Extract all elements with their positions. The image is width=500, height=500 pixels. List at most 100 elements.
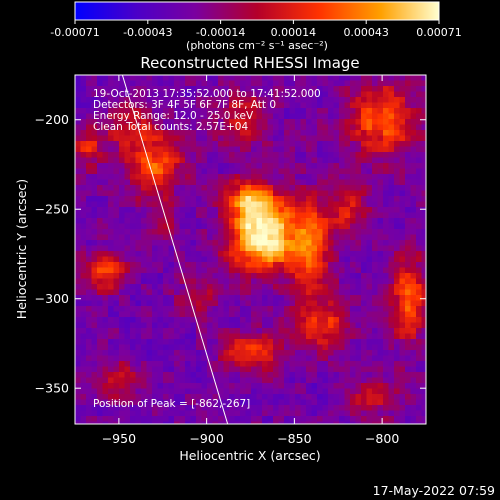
heatmap-cell: [80, 168, 87, 175]
heatmap-cell: [339, 86, 345, 92]
heatmap-cell: [333, 344, 340, 351]
heatmap-cell: [366, 234, 373, 241]
heatmap-cell: [278, 399, 285, 406]
heatmap-cell: [130, 152, 136, 158]
heatmap-cell: [223, 91, 230, 98]
heatmap-cell: [317, 405, 323, 411]
heatmap-cell: [355, 256, 362, 263]
heatmap-cell: [102, 113, 109, 120]
heatmap-cell: [311, 174, 318, 180]
heatmap-cell: [350, 80, 356, 87]
heatmap-cell: [124, 339, 131, 345]
heatmap-cell: [196, 317, 202, 323]
heatmap-cell: [377, 372, 384, 378]
heatmap-cell: [240, 245, 246, 252]
heatmap-cell: [196, 223, 202, 230]
heatmap-cell: [124, 344, 131, 351]
heatmap-cell: [229, 350, 235, 356]
heatmap-cell: [262, 267, 268, 274]
heatmap-cell: [152, 322, 158, 329]
heatmap-cell: [201, 394, 208, 400]
heatmap-cell: [300, 124, 307, 131]
heatmap-cell: [289, 223, 296, 230]
heatmap-cell: [311, 152, 318, 158]
heatmap-cell: [322, 350, 329, 356]
heatmap-cell: [152, 174, 158, 180]
heatmap-cell: [240, 295, 246, 301]
heatmap-cell: [75, 113, 81, 120]
heatmap-cell: [179, 168, 186, 175]
heatmap-cell: [207, 80, 213, 87]
heatmap-cell: [278, 267, 285, 274]
heatmap-cell: [223, 355, 230, 362]
heatmap-cell: [350, 102, 356, 109]
heatmap-cell: [174, 245, 180, 252]
heatmap-cell: [91, 196, 98, 202]
heatmap-cell: [350, 185, 356, 191]
heatmap-cell: [262, 163, 268, 169]
heatmap-cell: [306, 185, 312, 191]
colorbar-tick-label: -0.00043: [123, 26, 172, 39]
heatmap-cell: [212, 207, 219, 213]
heatmap-cell: [317, 256, 323, 263]
heatmap-cell: [240, 196, 246, 202]
heatmap-cell: [410, 421, 417, 424]
heatmap-cell: [201, 372, 208, 378]
heatmap-cell: [273, 311, 279, 318]
heatmap-cell: [416, 135, 422, 142]
heatmap-cell: [339, 377, 345, 384]
heatmap-cell: [289, 201, 296, 208]
heatmap-cell: [333, 372, 340, 378]
heatmap-cell: [91, 86, 98, 92]
heatmap-cell: [119, 421, 125, 424]
heatmap-cell: [295, 410, 301, 417]
heatmap-cell: [383, 97, 389, 103]
heatmap-cell: [273, 174, 279, 180]
heatmap-cell: [273, 295, 279, 301]
heatmap-cell: [108, 212, 114, 219]
heatmap-cell: [97, 146, 103, 153]
heatmap-cell: [322, 108, 329, 114]
heatmap-cell: [388, 278, 395, 285]
heatmap-cell: [174, 421, 180, 424]
heatmap-cell: [124, 119, 131, 125]
heatmap-cell: [75, 97, 81, 103]
heatmap-cell: [108, 251, 114, 257]
heatmap-cell: [119, 179, 125, 186]
heatmap-cell: [333, 135, 340, 142]
heatmap-cell: [267, 405, 274, 411]
heatmap-cell: [251, 240, 257, 246]
heatmap-cell: [91, 421, 98, 424]
heatmap-cell: [102, 350, 109, 356]
heatmap-cell: [289, 75, 296, 81]
heatmap-cell: [416, 355, 422, 362]
heatmap-cell: [174, 207, 180, 213]
heatmap-cell: [388, 383, 395, 389]
heatmap-cell: [284, 295, 290, 301]
heatmap-cell: [229, 328, 235, 334]
heatmap-cell: [251, 361, 257, 367]
heatmap-cell: [372, 185, 378, 191]
heatmap-cell: [152, 394, 158, 400]
heatmap-cell: [366, 311, 373, 318]
heatmap-cell: [201, 157, 208, 164]
heatmap-cell: [295, 306, 301, 312]
heatmap-cell: [108, 394, 114, 400]
heatmap-cell: [196, 339, 202, 345]
heatmap-cell: [372, 113, 378, 120]
heatmap-cell: [201, 141, 208, 147]
heatmap-cell: [410, 245, 417, 252]
heatmap-cell: [97, 273, 103, 279]
heatmap-cell: [355, 91, 362, 98]
heatmap-cell: [157, 361, 164, 367]
heatmap-cell: [251, 229, 257, 235]
heatmap-cell: [289, 344, 296, 351]
heatmap-cell: [361, 124, 367, 131]
heatmap-cell: [157, 179, 164, 186]
heatmap-cell: [163, 234, 169, 241]
heatmap-cell: [361, 317, 367, 323]
heatmap-cell: [185, 333, 191, 340]
heatmap-cell: [344, 317, 351, 323]
heatmap-cell: [350, 317, 356, 323]
heatmap-cell: [163, 350, 169, 356]
